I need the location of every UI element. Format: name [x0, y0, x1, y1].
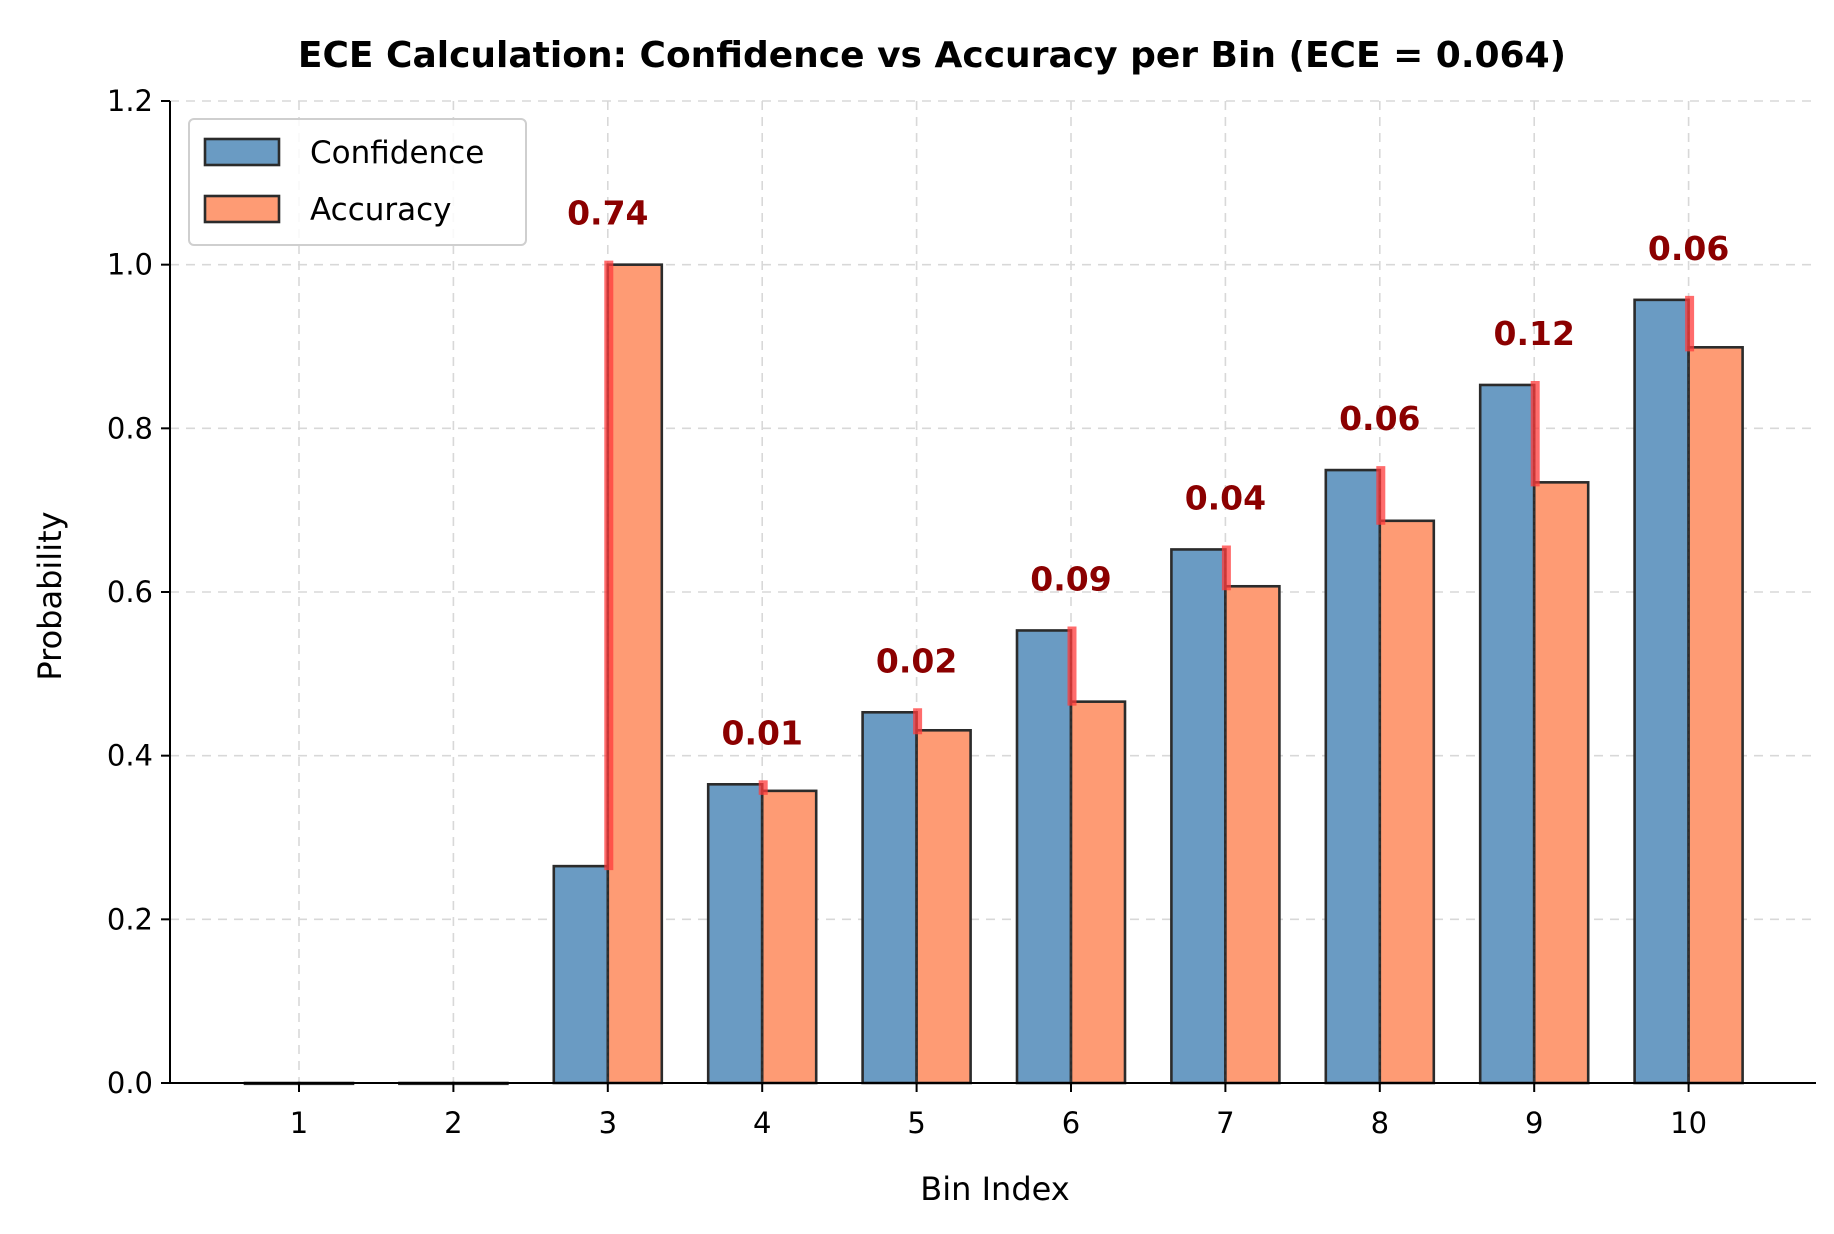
x-tick-label: 7	[1216, 1106, 1234, 1140]
y-tick-label: 1.2	[107, 84, 153, 118]
gap-label: 0.74	[567, 194, 648, 233]
calibration-gaps: 0.74 0.01 0.02 0.09 0.04 0.06 0.12 0.06	[567, 194, 1729, 871]
confidence-bar	[1015, 629, 1073, 1085]
axes	[161, 100, 1816, 1092]
gap-label: 0.02	[876, 641, 957, 680]
x-tick-label: 10	[1670, 1106, 1707, 1140]
y-axis-label: Probability	[31, 511, 69, 680]
legend: Confidence Accuracy	[188, 118, 527, 246]
x-tick-label: 8	[1371, 1106, 1389, 1140]
legend-swatch	[203, 137, 281, 167]
accuracy-bar	[1224, 584, 1281, 1085]
x-tick-label: 2	[444, 1106, 462, 1140]
chart-title: ECE Calculation: Confidence vs Accuracy …	[298, 35, 1566, 76]
confidence-bar	[1478, 383, 1536, 1085]
legend-swatch	[203, 194, 281, 224]
y-tick-label: 0.0	[107, 1066, 153, 1100]
x-tick-label: 9	[1525, 1106, 1543, 1140]
x-axis-label: Bin Index	[920, 1170, 1069, 1208]
y-tick-label: 0.4	[107, 739, 153, 773]
gap-label: 0.12	[1493, 314, 1574, 353]
x-tick-label: 6	[1062, 1106, 1080, 1140]
x-tick-label: 5	[907, 1106, 925, 1140]
x-tick-label: 3	[599, 1106, 617, 1140]
legend-label: Confidence	[310, 135, 484, 171]
confidence-bar	[1633, 298, 1690, 1085]
accuracy-bar	[1378, 519, 1436, 1085]
tick-labels: 0.0 0.2 0.4 0.6 0.8 1.0 1.2 1 2 3 4 5 6 7 8 9 10	[107, 84, 1707, 1140]
gap-label: 0.04	[1185, 478, 1266, 517]
y-tick-label: 0.6	[107, 575, 153, 609]
confidence-bar	[552, 864, 610, 1085]
accuracy-bar	[1532, 481, 1590, 1085]
gap-label: 0.09	[1030, 559, 1111, 598]
confidence-bar	[1324, 468, 1382, 1085]
x-tick-label: 1	[290, 1106, 308, 1140]
legend-label: Accuracy	[310, 192, 452, 228]
accuracy-bar	[606, 263, 664, 1085]
gap-label: 0.06	[1648, 229, 1729, 268]
gap-label: 0.01	[721, 713, 802, 752]
gap-label: 0.06	[1339, 399, 1420, 438]
y-tick-label: 1.0	[107, 248, 153, 282]
accuracy-bar	[1069, 700, 1127, 1085]
x-tick-label: 4	[753, 1106, 771, 1140]
confidence-bar	[861, 710, 918, 1085]
confidence-bar	[1170, 548, 1227, 1085]
accuracy-bar	[915, 728, 972, 1085]
confidence-bar	[706, 783, 764, 1085]
accuracy-bar	[760, 789, 818, 1085]
bars	[243, 263, 1744, 1086]
y-tick-label: 0.2	[107, 902, 153, 936]
y-tick-label: 0.8	[107, 411, 153, 445]
accuracy-bar	[1687, 346, 1744, 1085]
